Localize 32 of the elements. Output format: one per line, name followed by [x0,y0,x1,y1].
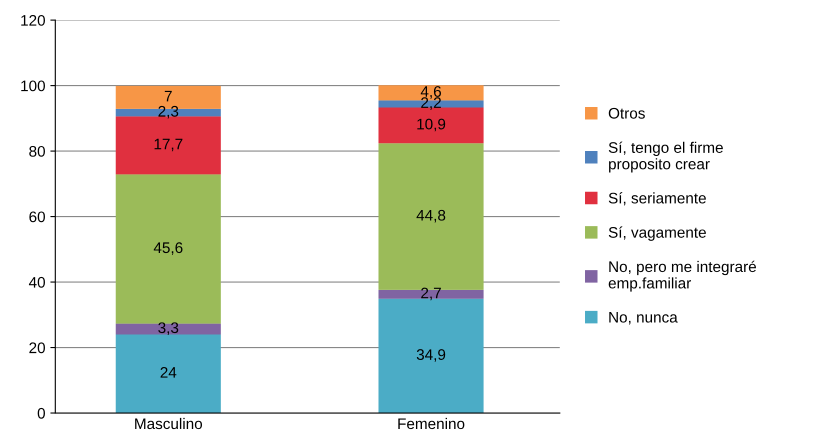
y-tick-label: 60 [29,211,45,222]
bar [378,298,484,414]
data-label: 10,9 [417,118,446,132]
data-label: 44,8 [416,210,446,222]
data-label: 24 [160,367,176,378]
legend-label: No, pero me integraré emp.familiar [608,260,756,292]
legend-label: Sí, vagamente [608,226,706,241]
data-label: 2,2 [421,97,441,110]
legend-label: Sí, seriamente [608,192,706,206]
y-tick-label: 40 [28,276,45,288]
bar [116,334,221,414]
y-tick-label: 80 [29,146,45,157]
data-label: 3,3 [158,322,178,335]
data-label: 2,7 [421,288,441,300]
legend-label: Otros [608,108,645,119]
y-tick-label: 100 [21,80,45,92]
data-label: 4,6 [420,86,441,99]
data-label: 45,6 [154,242,182,255]
legend-label: Sí, tengo el firme proposito crear [608,142,723,172]
data-label: 7 [164,90,172,102]
y-tick-label: 120 [21,14,45,26]
legend-label: No, nunca [609,312,678,324]
y-tick-label: 0 [38,408,45,419]
x-tick-label: Masculino [135,418,202,430]
data-label: 2,3 [158,106,178,119]
data-label: 34,9 [416,349,446,362]
bar [116,324,221,334]
x-tick-label: Femenino [398,418,464,430]
bar [378,290,484,299]
bar [116,174,221,324]
y-tick-label: 20 [29,342,45,354]
data-label: 17,7 [154,138,182,152]
